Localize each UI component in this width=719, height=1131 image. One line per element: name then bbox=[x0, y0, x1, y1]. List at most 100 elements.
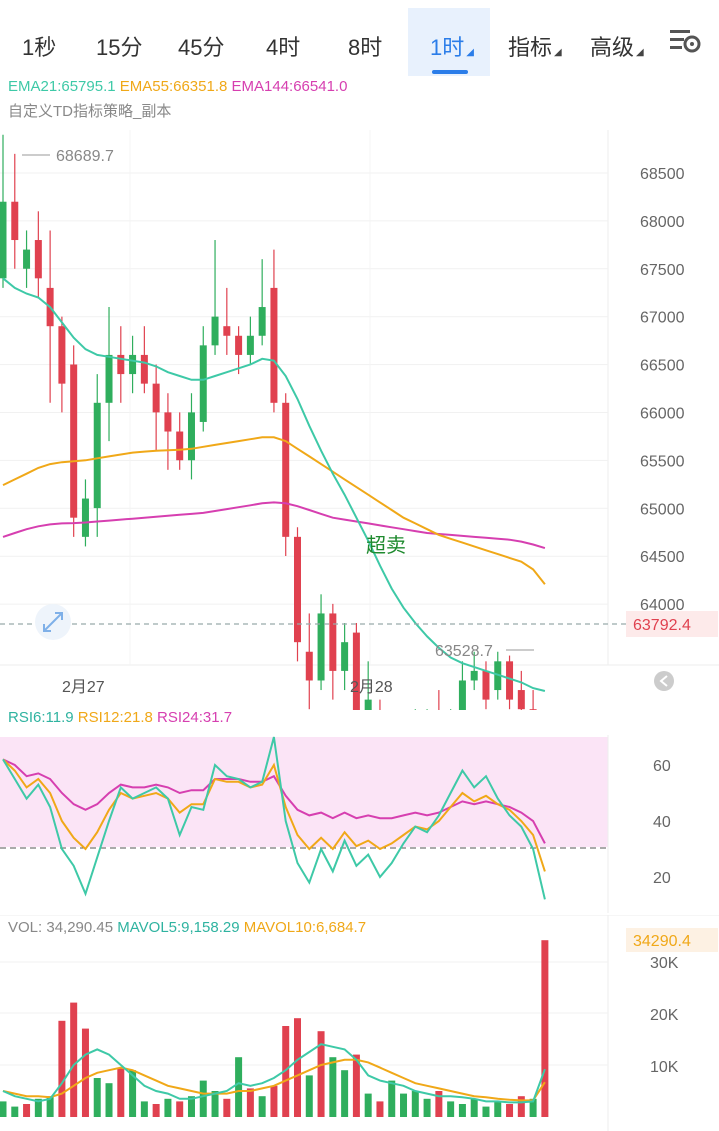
rsi-legend: RSI6:11.9 RSI12:21.8 RSI24:31.7 bbox=[8, 709, 232, 726]
chart-settings-icon[interactable] bbox=[668, 26, 702, 56]
current-volume-label: 34290.4 bbox=[633, 933, 691, 950]
volume-bar bbox=[129, 1070, 137, 1117]
strategy-label: 自定义TD指标策略_副本 bbox=[8, 103, 172, 120]
candle-body bbox=[81, 498, 89, 537]
candle-body bbox=[329, 613, 337, 671]
tab-4h[interactable]: 4时 bbox=[266, 35, 301, 60]
volume-bar bbox=[541, 940, 549, 1117]
tab-1s[interactable]: 1秒 bbox=[22, 35, 57, 60]
candle-body bbox=[458, 680, 466, 710]
volume-bar bbox=[352, 1054, 360, 1117]
vol-value: VOL: 34,290.45 bbox=[8, 919, 114, 936]
date-label-feb28: 2月28 bbox=[350, 679, 393, 696]
current-price-label: 63792.4 bbox=[633, 617, 691, 634]
volume-bar bbox=[506, 1104, 514, 1117]
candlestick-chart[interactable]: 68689.7 63528.7 63792.4 超卖 68500 68000 675… bbox=[0, 130, 719, 710]
candle-body bbox=[11, 201, 19, 241]
volume-bar bbox=[58, 1020, 66, 1117]
rsi-panel[interactable]: 60 40 20 bbox=[0, 735, 719, 915]
ema21-line bbox=[2, 277, 546, 692]
volume-bar bbox=[305, 1075, 313, 1117]
ema55-value: EMA55:66351.8 bbox=[119, 78, 228, 95]
rsi24-value: RSI24:31.7 bbox=[157, 709, 233, 726]
volume-panel[interactable]: 34290.4 30K 20K 10K bbox=[0, 915, 719, 1131]
candle-body bbox=[34, 240, 42, 279]
active-tab-highlight bbox=[408, 8, 490, 76]
volume-bar bbox=[423, 1098, 431, 1117]
volume-bar bbox=[341, 1070, 349, 1117]
ema21-value: EMA21:65795.1 bbox=[8, 78, 116, 95]
price-tick: 65500 bbox=[640, 453, 685, 470]
volume-bar bbox=[400, 1093, 408, 1117]
tab-1h[interactable]: 1时 ◢ bbox=[430, 30, 474, 62]
candle-body bbox=[235, 335, 243, 355]
volume-bar bbox=[211, 1091, 219, 1117]
interval-toolbar: 1秒 15分 45分 4时 8时 1时 ◢ 指标 ◢ 高级 ◢ bbox=[0, 0, 719, 84]
low-marker: 63528.7 bbox=[435, 643, 493, 660]
volume-bar bbox=[0, 1101, 7, 1117]
ema144-value: EMA144:66541.0 bbox=[231, 78, 348, 95]
price-tick: 67000 bbox=[640, 310, 685, 327]
volume-bar bbox=[152, 1104, 160, 1117]
candle-body bbox=[282, 402, 290, 537]
volume-bar bbox=[246, 1088, 254, 1117]
candle-body bbox=[352, 632, 360, 710]
candle-body bbox=[317, 613, 325, 681]
tab-indicators[interactable]: 指标 ◢ bbox=[508, 30, 562, 62]
volume-bar bbox=[235, 1057, 243, 1117]
candle-body bbox=[270, 287, 278, 403]
rsi-band bbox=[0, 737, 608, 847]
volume-tick: 30K bbox=[650, 955, 679, 972]
volume-bar bbox=[164, 1098, 172, 1117]
volume-bar bbox=[364, 1093, 372, 1117]
rsi12-value: RSI12:21.8 bbox=[77, 709, 153, 726]
volume-bar bbox=[199, 1080, 207, 1117]
rsi6-value: RSI6:11.9 bbox=[8, 709, 74, 726]
volume-bar bbox=[176, 1101, 184, 1117]
expand-icon[interactable] bbox=[35, 604, 71, 640]
candle-body bbox=[246, 335, 254, 355]
candle-body bbox=[305, 651, 313, 681]
volume-bar bbox=[187, 1096, 195, 1117]
candle-body bbox=[152, 383, 160, 413]
volume-bar bbox=[470, 1098, 478, 1117]
volume-bar bbox=[458, 1104, 466, 1117]
volume-bar bbox=[23, 1104, 31, 1117]
volume-tick: 10K bbox=[650, 1059, 679, 1076]
tab-8h[interactable]: 8时 bbox=[348, 35, 383, 60]
candle-body bbox=[506, 661, 514, 700]
volume-legend: VOL: 34,290.45 MAVOL5:9,158.29 MAVOL10:6… bbox=[8, 919, 366, 936]
volume-bar bbox=[294, 1018, 301, 1117]
rsi-tick: 20 bbox=[653, 870, 671, 887]
collapse-icon[interactable] bbox=[654, 671, 674, 691]
tab-15m[interactable]: 15分 bbox=[96, 35, 143, 60]
ema55-line bbox=[2, 436, 546, 585]
high-marker: 68689.7 bbox=[56, 148, 114, 165]
active-tab-underline bbox=[432, 70, 468, 74]
price-tick: 68500 bbox=[640, 166, 685, 183]
candle-body bbox=[223, 326, 231, 336]
volume-bar bbox=[388, 1080, 396, 1117]
candle-body bbox=[70, 364, 78, 518]
candle-body bbox=[470, 670, 478, 681]
caret-icon: ◢ bbox=[636, 47, 644, 58]
candle-body bbox=[176, 431, 184, 461]
price-tick: 67500 bbox=[640, 262, 685, 279]
tab-advanced[interactable]: 高级 ◢ bbox=[590, 30, 644, 62]
volume-bar bbox=[93, 1078, 101, 1117]
rsi-tick: 40 bbox=[653, 814, 671, 831]
mavol10-line bbox=[2, 1058, 546, 1102]
volume-bar bbox=[329, 1057, 337, 1117]
candle-body bbox=[0, 201, 7, 279]
candle-body bbox=[199, 345, 207, 422]
tab-advanced-label: 高级 bbox=[590, 35, 635, 60]
caret-icon: ◢ bbox=[554, 47, 562, 58]
volume-bar bbox=[270, 1085, 278, 1117]
tab-45m[interactable]: 45分 bbox=[178, 35, 225, 60]
candle-body bbox=[258, 307, 266, 336]
candle-body bbox=[105, 354, 113, 403]
candle-body bbox=[129, 354, 137, 375]
candle-body bbox=[364, 699, 372, 710]
tab-1h-label: 1时 bbox=[430, 35, 465, 60]
candle-body bbox=[164, 412, 172, 432]
